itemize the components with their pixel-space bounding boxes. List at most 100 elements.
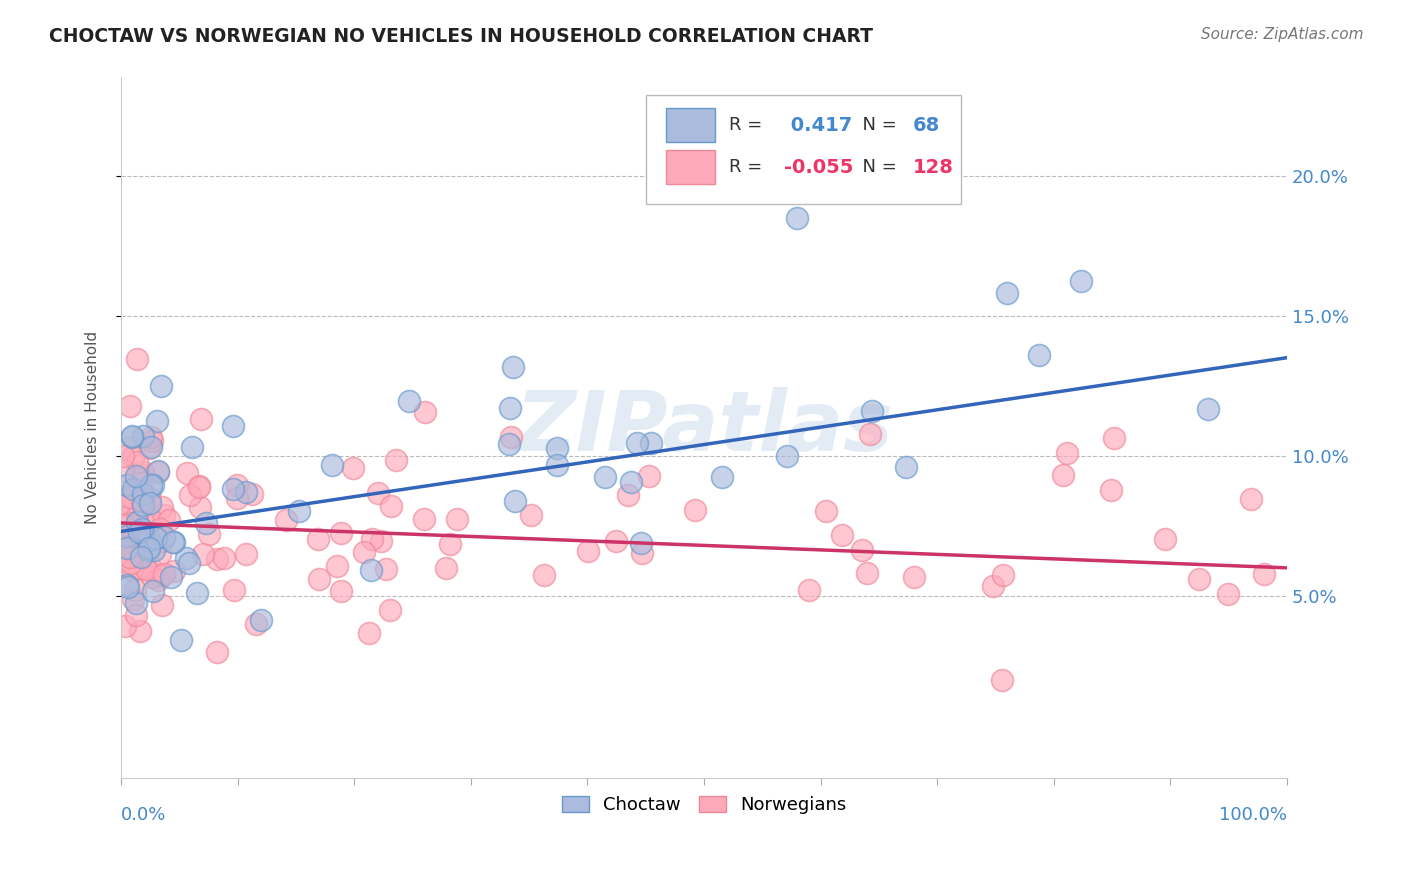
Point (637, 469, 659, 483)
Point (115, 578, 138, 592)
Point (308, 572, 330, 586)
Point (520, 508, 543, 522)
Point (413, 405, 436, 419)
Point (205, 645, 228, 659)
Point (114, 619, 136, 633)
Point (118, 399, 141, 413)
Point (131, 522, 153, 536)
Point (139, 496, 162, 510)
Point (245, 616, 267, 631)
Point (191, 547, 214, 561)
Point (1052, 468, 1074, 483)
Point (131, 522, 153, 536)
Point (124, 608, 146, 623)
Point (115, 541, 138, 555)
Point (114, 548, 136, 562)
Point (616, 488, 638, 502)
Point (138, 557, 160, 571)
Point (187, 480, 209, 494)
Point (195, 516, 218, 531)
Point (138, 541, 160, 556)
Point (128, 624, 150, 639)
Point (434, 561, 457, 575)
Point (128, 525, 150, 540)
Point (132, 487, 155, 501)
Text: N =: N = (851, 158, 903, 176)
Point (135, 562, 157, 576)
Point (127, 351, 149, 366)
Point (163, 535, 186, 549)
FancyBboxPatch shape (645, 95, 960, 203)
Point (1070, 274, 1092, 288)
Point (174, 551, 197, 566)
Point (503, 494, 526, 508)
Point (122, 525, 145, 540)
Text: Source: ZipAtlas.com: Source: ZipAtlas.com (1201, 27, 1364, 42)
Point (439, 536, 461, 550)
Point (546, 441, 568, 455)
Text: R =: R = (728, 158, 768, 176)
Point (141, 478, 163, 492)
Point (307, 533, 329, 547)
Point (134, 525, 156, 540)
Point (142, 543, 165, 558)
Point (115, 478, 138, 492)
Point (630, 546, 652, 560)
Point (131, 550, 153, 565)
Point (250, 613, 273, 627)
Point (131, 494, 153, 508)
Point (131, 465, 153, 479)
Point (197, 527, 219, 541)
Point (125, 455, 148, 469)
Point (117, 580, 139, 594)
Point (118, 440, 141, 454)
Point (903, 570, 925, 584)
Point (831, 528, 853, 542)
Point (1028, 348, 1050, 362)
Point (138, 511, 160, 525)
Point (326, 558, 349, 573)
Point (122, 549, 145, 564)
FancyBboxPatch shape (665, 150, 714, 184)
Point (499, 401, 522, 416)
Point (329, 525, 352, 540)
Point (380, 499, 402, 513)
Point (851, 543, 873, 558)
Point (374, 562, 396, 576)
Point (120, 557, 142, 571)
Point (207, 551, 229, 566)
Point (115, 529, 138, 543)
Point (121, 591, 143, 606)
Point (1188, 572, 1211, 586)
Point (149, 569, 172, 583)
Text: -0.055: -0.055 (785, 158, 853, 177)
Point (1102, 432, 1125, 446)
Point (135, 562, 157, 576)
Point (498, 436, 520, 450)
Point (896, 459, 918, 474)
Point (170, 632, 193, 647)
Point (1218, 587, 1240, 601)
Text: 0.0%: 0.0% (121, 806, 166, 824)
Point (398, 393, 420, 408)
Point (121, 502, 143, 516)
Point (367, 486, 389, 500)
Point (288, 504, 311, 518)
Point (142, 584, 165, 599)
Point (112, 449, 135, 463)
Point (131, 487, 153, 501)
Point (502, 360, 524, 375)
Point (139, 440, 162, 454)
Point (995, 286, 1018, 301)
Point (353, 545, 375, 559)
Point (226, 477, 249, 491)
Point (121, 486, 143, 500)
Point (413, 512, 436, 526)
Point (235, 485, 257, 500)
Point (593, 470, 616, 484)
Point (131, 498, 153, 512)
Point (626, 436, 648, 450)
Point (446, 512, 468, 526)
Point (131, 472, 153, 486)
Point (1253, 566, 1275, 581)
